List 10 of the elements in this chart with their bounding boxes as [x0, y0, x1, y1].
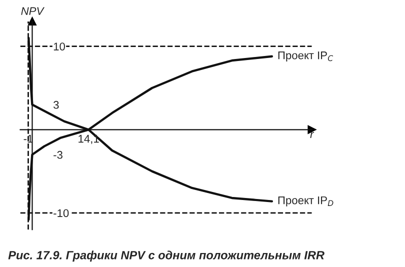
x-axis-title: r	[310, 132, 314, 138]
y-tick-label: 3	[53, 100, 59, 109]
x-tick-label: 14,1	[78, 134, 99, 144]
series-label: Проект IP$_{D}$	[278, 196, 334, 206]
y-tick-label: -3	[54, 150, 62, 159]
y-tick-label: 10	[54, 42, 65, 50]
y-tick-label: -10	[54, 209, 69, 218]
text: Рис. 17.9. Графики NPV с одним положительным IRR	[8, 250, 324, 262]
series-label: Проект IP$_{C}$	[278, 52, 334, 62]
y-axis-title: NPV	[21, 7, 45, 15]
